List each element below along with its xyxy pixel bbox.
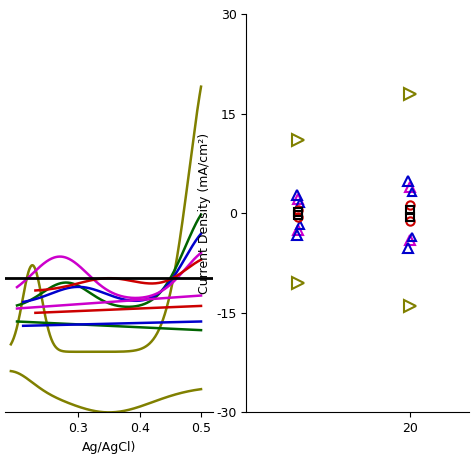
Y-axis label: Current Density (mA/cm²): Current Density (mA/cm²) [198, 133, 211, 294]
X-axis label: Ag/AgCl): Ag/AgCl) [82, 441, 136, 454]
